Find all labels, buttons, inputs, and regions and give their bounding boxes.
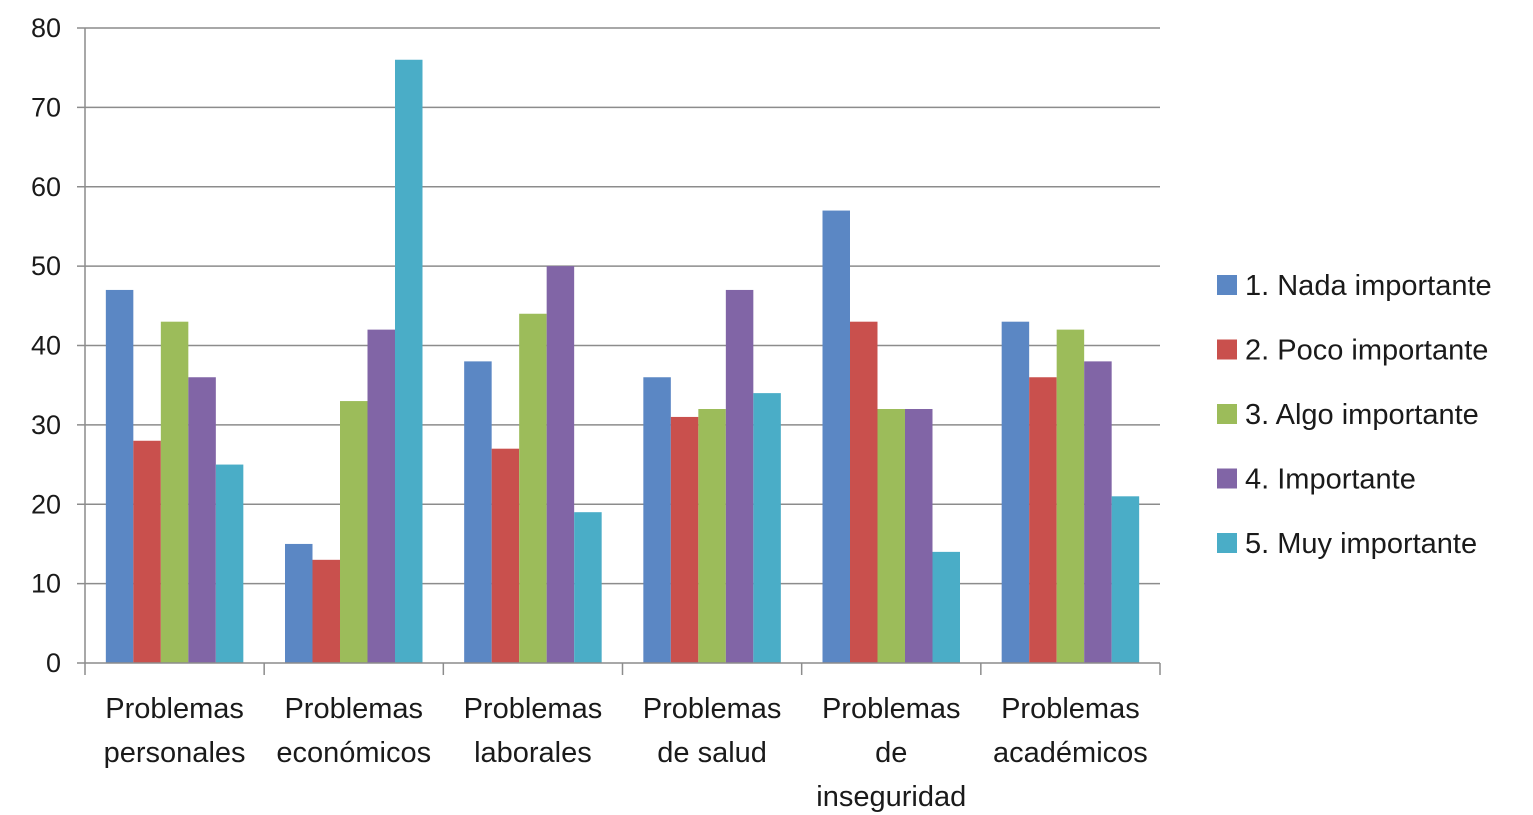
x-category-label-line: Problemas (643, 693, 782, 725)
bar (877, 409, 905, 663)
legend-swatch (1217, 468, 1237, 489)
x-category-label-line: académicos (993, 737, 1148, 769)
bar (464, 361, 492, 663)
bar (1056, 329, 1085, 663)
legend-label: 2. Poco importante (1245, 335, 1488, 367)
legend-label: 4. Importante (1245, 464, 1416, 496)
bar (519, 313, 547, 663)
bar (340, 401, 368, 663)
x-category-label-line: Problemas (1001, 693, 1140, 725)
bar (133, 440, 161, 663)
legend-label: 5. Muy importante (1245, 528, 1477, 560)
bar (698, 409, 726, 663)
y-tick-label: 40 (31, 331, 61, 361)
x-category-label: Problemas personales (104, 693, 246, 769)
y-tick-label: 80 (31, 13, 61, 43)
bar (753, 393, 781, 663)
bar (1001, 321, 1030, 663)
y-tick-label: 50 (31, 251, 61, 281)
x-category-label-line: económicos (276, 737, 431, 769)
x-category-label-line: Problemas (822, 693, 961, 725)
bar (160, 321, 189, 663)
x-category-label-line: Problemas (284, 693, 423, 725)
y-axis-ticks: 0 10 20 30 40 50 60 70 80 (31, 13, 61, 678)
legend-swatch (1217, 275, 1237, 295)
y-tick-label: 70 (31, 92, 61, 122)
bar (1084, 361, 1112, 663)
legend-swatch (1217, 533, 1237, 553)
legend-label: 1. Nada importante (1245, 270, 1492, 302)
y-tick-label: 30 (31, 410, 61, 440)
bar (1029, 377, 1057, 663)
bar (725, 289, 754, 663)
bar (491, 448, 520, 663)
gridlines (85, 27, 1160, 585)
bars (105, 59, 1140, 663)
legend-label: 3. Algo importante (1245, 399, 1479, 431)
legend: 1. Nada importante 2. Poco importante 3. A… (1217, 270, 1492, 560)
bar (367, 329, 395, 663)
x-category-label: Problemas académicos (993, 693, 1148, 769)
x-category-label: Problemas de inseguridad (816, 693, 966, 813)
x-category-label-line: de salud (657, 737, 767, 769)
legend-swatch (1217, 404, 1237, 424)
x-category-label-line: laborales (474, 737, 592, 769)
x-category-label: Problemas económicos (276, 693, 431, 769)
bar (312, 559, 340, 663)
bar (285, 543, 313, 663)
axes (77, 27, 1161, 675)
bar (215, 464, 244, 663)
bar (850, 321, 878, 663)
x-category-label-line: Problemas (464, 693, 603, 725)
x-category-label: Problemas de salud (643, 693, 782, 769)
x-category-label: Problemas laborales (464, 693, 603, 769)
bar (822, 210, 850, 663)
bar (395, 59, 423, 663)
bar (1111, 496, 1140, 663)
bar (643, 377, 671, 663)
bar (905, 409, 933, 663)
bar (105, 289, 134, 663)
y-tick-label: 0 (46, 648, 61, 678)
x-category-label-line: personales (104, 737, 246, 769)
x-category-label-line: inseguridad (816, 781, 966, 813)
x-category-label-line: Problemas (105, 693, 244, 725)
y-tick-label: 10 (31, 569, 61, 599)
bar (188, 377, 216, 663)
bar (574, 512, 602, 663)
bar (670, 416, 699, 663)
y-tick-label: 20 (31, 489, 61, 519)
bar (546, 266, 575, 663)
x-category-label-line: de (875, 737, 907, 769)
y-tick-label: 60 (31, 172, 61, 202)
bar (932, 551, 960, 663)
legend-swatch (1217, 339, 1237, 360)
